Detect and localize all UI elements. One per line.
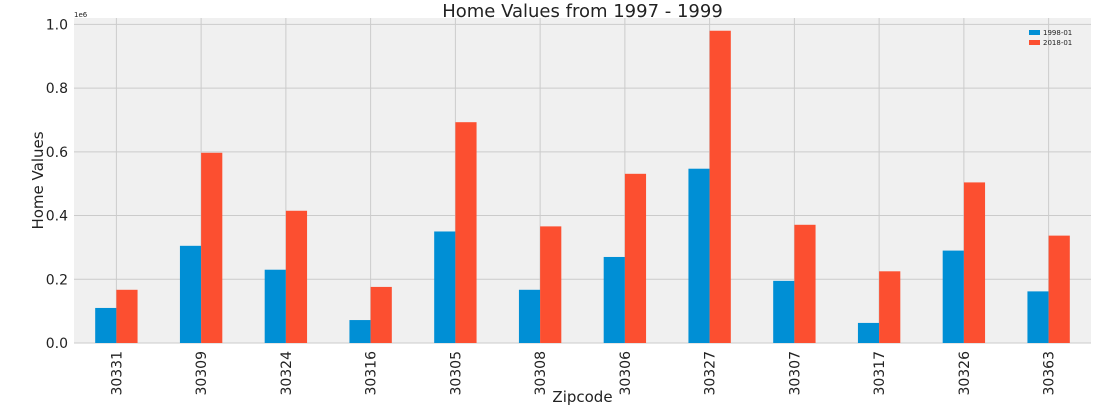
x-tick-label: 30306 xyxy=(618,351,634,396)
bar xyxy=(540,226,562,343)
y-tick-label: 0.8 xyxy=(46,81,68,97)
y-tick-label: 0.2 xyxy=(46,272,68,288)
bar xyxy=(201,152,223,343)
bar xyxy=(349,320,371,343)
x-tick-label: 30309 xyxy=(194,351,210,396)
x-tick-label: 30305 xyxy=(448,351,464,396)
legend-swatch xyxy=(1029,30,1040,35)
bar xyxy=(624,173,647,343)
x-tick-label: 30324 xyxy=(279,351,295,396)
bar xyxy=(603,256,625,343)
x-tick-label: 30308 xyxy=(533,351,549,396)
bar xyxy=(879,271,901,343)
x-tick-label: 30363 xyxy=(1042,351,1058,396)
x-tick-labels: 30331 30309 30324 30316 30305 30308 30306 30327… xyxy=(109,351,1057,396)
x-tick-label: 30327 xyxy=(703,351,719,396)
bar xyxy=(95,307,117,343)
bar xyxy=(688,168,710,343)
bar xyxy=(116,289,138,343)
bar xyxy=(370,286,392,343)
y-tick-labels: 0.0 0.2 0.4 0.6 0.8 1.0 xyxy=(46,17,68,352)
bars xyxy=(95,30,1070,344)
x-axis-label: Zipcode xyxy=(552,388,612,406)
bar xyxy=(794,224,816,343)
bar xyxy=(1027,291,1049,343)
legend-label: 1998-01 xyxy=(1043,29,1072,37)
y-tick-label: 0.0 xyxy=(46,336,68,352)
y-axis-label: Home Values xyxy=(29,131,47,229)
plot-background xyxy=(74,18,1091,343)
y-tick-label: 0.6 xyxy=(46,145,68,161)
x-tick-label: 30316 xyxy=(364,351,380,396)
x-tick-label: 30331 xyxy=(109,351,125,396)
chart-title: Home Values from 1997 - 1999 xyxy=(442,1,723,22)
legend: 1998-01 2018-01 xyxy=(1029,29,1072,47)
bar xyxy=(264,269,286,343)
bar xyxy=(1048,235,1070,343)
y-axis-offset-label: 1e6 xyxy=(74,11,88,19)
y-tick-label: 0.4 xyxy=(46,209,68,225)
bar xyxy=(709,30,731,344)
bar xyxy=(285,210,308,343)
legend-swatch xyxy=(1029,40,1040,45)
bar xyxy=(773,280,795,343)
bar xyxy=(434,231,456,343)
bar xyxy=(963,182,986,343)
legend-label: 2018-01 xyxy=(1043,39,1072,47)
bar xyxy=(455,122,477,343)
bar xyxy=(857,322,880,343)
bar xyxy=(942,250,964,343)
x-tick-label: 30307 xyxy=(787,351,803,396)
y-tick-label: 1.0 xyxy=(46,17,68,33)
x-tick-label: 30326 xyxy=(957,351,973,396)
x-tick-label: 30317 xyxy=(872,351,888,396)
bar xyxy=(518,289,541,343)
bar xyxy=(179,245,202,343)
